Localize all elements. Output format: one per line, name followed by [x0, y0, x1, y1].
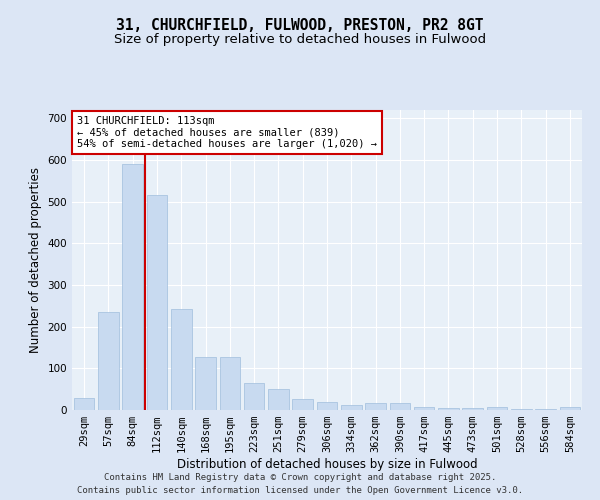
Bar	[74, 398, 94, 410]
Y-axis label: Number of detached properties: Number of detached properties	[29, 167, 42, 353]
Bar	[511, 409, 532, 410]
Bar	[535, 409, 556, 410]
Bar	[365, 402, 386, 410]
Bar	[463, 408, 483, 410]
Bar	[292, 399, 313, 410]
Bar	[341, 405, 362, 410]
Bar	[146, 196, 167, 410]
Text: 31, CHURCHFIELD, FULWOOD, PRESTON, PR2 8GT: 31, CHURCHFIELD, FULWOOD, PRESTON, PR2 8…	[116, 18, 484, 32]
Text: Size of property relative to detached houses in Fulwood: Size of property relative to detached ho…	[114, 32, 486, 46]
Text: 31 CHURCHFIELD: 113sqm
← 45% of detached houses are smaller (839)
54% of semi-de: 31 CHURCHFIELD: 113sqm ← 45% of detached…	[77, 116, 377, 149]
Bar	[560, 406, 580, 410]
Bar	[244, 383, 265, 410]
Bar	[438, 408, 459, 410]
Bar	[171, 309, 191, 410]
Bar	[220, 356, 240, 410]
X-axis label: Distribution of detached houses by size in Fulwood: Distribution of detached houses by size …	[176, 458, 478, 471]
Bar	[195, 356, 216, 410]
Text: Contains HM Land Registry data © Crown copyright and database right 2025.
Contai: Contains HM Land Registry data © Crown c…	[77, 474, 523, 495]
Bar	[317, 402, 337, 410]
Bar	[414, 407, 434, 410]
Bar	[389, 402, 410, 410]
Bar	[487, 407, 508, 410]
Bar	[268, 389, 289, 410]
Bar	[98, 312, 119, 410]
Bar	[122, 164, 143, 410]
